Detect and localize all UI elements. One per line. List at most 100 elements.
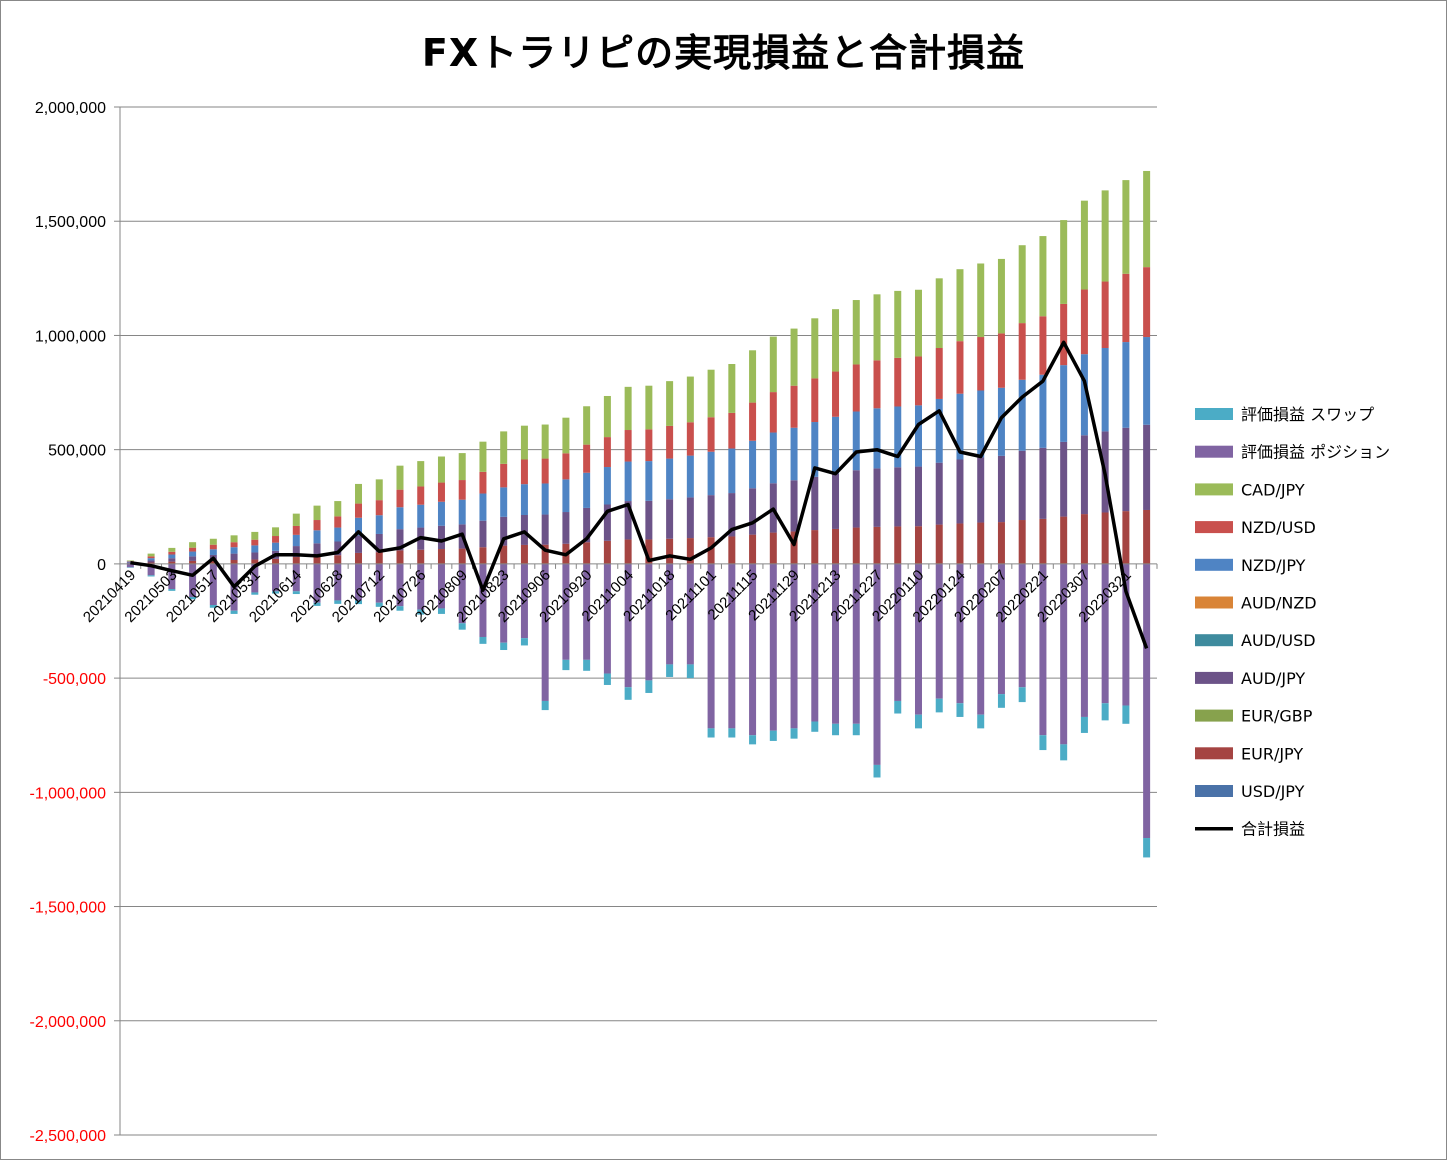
legend-swatch: [1195, 483, 1233, 496]
legend-label: USD/JPY: [1241, 782, 1305, 801]
bar-segment: [147, 560, 155, 563]
bar-segment: [230, 553, 238, 561]
y-tick-label: -1,500,000: [29, 900, 106, 917]
bar-segment: [396, 529, 404, 551]
bar-segment: [147, 562, 155, 564]
bar-segment: [894, 526, 902, 564]
bar-segment: [251, 563, 259, 593]
bar-segment: [500, 516, 508, 546]
bar-segment: [852, 364, 860, 412]
bar-segment: [292, 546, 300, 558]
bar-segment: [914, 526, 922, 564]
y-axis-tick-labels: 2,000,000 1,500,000 1,000,000 500,000 0 -500,…: [29, 100, 106, 1145]
bar-segment: [1018, 450, 1026, 521]
bar-segment: [894, 406, 902, 468]
bar-segment: [956, 563, 964, 704]
bar-segment: [375, 533, 383, 553]
bar-segment: [251, 592, 259, 595]
bar-segment: [334, 527, 342, 542]
bar-segment: [437, 501, 445, 526]
bar-segment: [541, 514, 549, 545]
bar-segment: [1060, 516, 1068, 564]
bar-segment: [790, 427, 798, 481]
bar-segment: [811, 318, 819, 379]
bar-segment: [334, 516, 342, 528]
bar-segment: [997, 694, 1005, 708]
bar-segment: [500, 563, 508, 643]
bar-segment: [583, 472, 591, 508]
bar-segment: [832, 723, 840, 736]
bar-segment: [375, 515, 383, 534]
bar-segment: [375, 479, 383, 501]
bar-segment: [126, 560, 134, 562]
bar-segment: [790, 480, 798, 532]
bar-segment: [292, 513, 300, 526]
bar-segment: [769, 336, 777, 393]
bar-segment: [852, 411, 860, 471]
bar-segment: [396, 563, 404, 607]
bar-segment: [603, 563, 611, 674]
bar-segment: [251, 531, 259, 540]
y-tick-label: 1,000,000: [35, 328, 106, 345]
bar-segment: [479, 471, 487, 494]
bar-segment: [977, 390, 985, 458]
bar-segment: [645, 563, 653, 681]
bar-segment: [624, 563, 632, 688]
bar-segment: [417, 563, 425, 610]
bar-segment: [1018, 323, 1026, 380]
bar-segment: [147, 575, 155, 577]
y-tick-label: 0: [97, 557, 106, 574]
bar-segment: [1060, 365, 1068, 442]
legend-swatch: [1195, 558, 1233, 571]
bar-segment: [832, 528, 840, 564]
bar-segment: [292, 591, 300, 595]
bar-segment: [355, 503, 363, 518]
bar-segment: [790, 328, 798, 386]
bar-segment: [334, 501, 342, 517]
bar-segment: [749, 350, 757, 403]
bar-segment: [313, 543, 321, 556]
bar-segment: [520, 425, 528, 460]
bar-segment: [562, 479, 570, 513]
y-tick-label: -1,000,000: [29, 785, 106, 802]
bar-segment: [147, 556, 155, 559]
total-line-path: [130, 340, 1149, 649]
bar-segment: [209, 560, 217, 564]
bar-segment: [189, 547, 197, 552]
bar-segment: [1018, 563, 1026, 688]
bar-segment: [520, 459, 528, 485]
bar-segment: [749, 534, 757, 564]
bar-segment: [292, 525, 300, 535]
bar-segment: [686, 422, 694, 456]
bar-segment: [1122, 563, 1130, 706]
bar-segment: [583, 507, 591, 543]
bar-segment: [209, 549, 217, 555]
bar-segment: [1101, 512, 1109, 564]
bar-segment: [977, 522, 985, 564]
bar-segment: [562, 563, 570, 660]
bar-segment: [272, 536, 280, 543]
bar-segment: [251, 539, 259, 546]
bar-segment: [749, 563, 757, 736]
bar-segment: [189, 563, 197, 598]
bar-segment: [1080, 514, 1088, 564]
bar-segment: [500, 431, 508, 464]
bar-segment: [520, 544, 528, 564]
bar-segment: [230, 560, 238, 564]
bar-segment: [1101, 348, 1109, 432]
bar-segment: [1080, 289, 1088, 355]
bar-segment: [334, 600, 342, 604]
bar-segment: [977, 457, 985, 523]
bar-segment: [666, 458, 674, 500]
bar-segment: [977, 563, 985, 715]
bar-segment: [396, 550, 404, 564]
bar-segment: [873, 563, 881, 765]
bar-segment: [894, 357, 902, 407]
bar-segment: [603, 673, 611, 685]
bar-segment: [189, 560, 197, 564]
bar-segment: [1101, 703, 1109, 721]
bar-segment: [666, 499, 674, 539]
bar-segment: [1060, 441, 1068, 517]
bar-segment: [956, 459, 964, 524]
bar-segment: [230, 535, 238, 543]
